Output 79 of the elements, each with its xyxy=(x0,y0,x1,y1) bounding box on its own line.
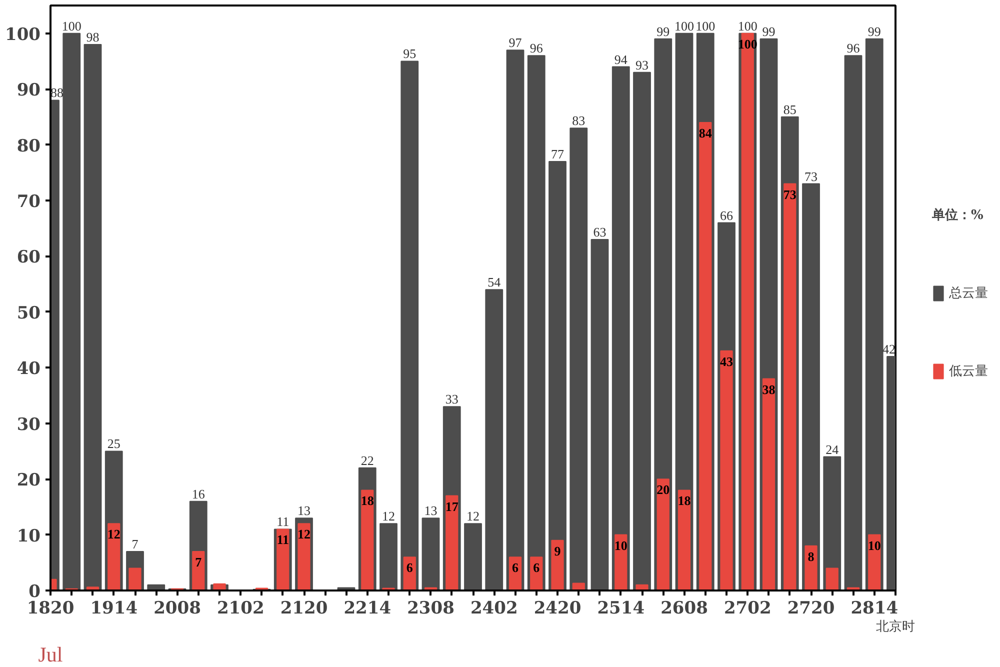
y-tick-label: 100 xyxy=(5,24,41,45)
data-label: 97 xyxy=(508,35,522,50)
data-label: 38 xyxy=(762,382,776,397)
x-tick-label: 2102 xyxy=(216,598,264,618)
y-tick-label: 10 xyxy=(16,526,41,546)
y-tick-label: 30 xyxy=(16,414,41,435)
data-label: 73 xyxy=(783,186,797,202)
data-label: 100 xyxy=(696,18,716,34)
y-tick-label: 80 xyxy=(16,136,41,156)
data-label: 83 xyxy=(572,113,586,128)
data-label: 24 xyxy=(826,442,840,457)
data-label: 6 xyxy=(512,560,519,576)
data-label: 12 xyxy=(382,508,395,524)
data-label: 84 xyxy=(698,126,712,140)
data-label: 10 xyxy=(868,538,881,553)
text: Jul xyxy=(38,642,63,666)
y-tick-label: 60 xyxy=(16,248,41,268)
data-label: 73 xyxy=(804,168,818,184)
data-label: 7 xyxy=(132,536,139,552)
data-label: 100 xyxy=(738,18,758,34)
data-label: 85 xyxy=(783,102,796,117)
data-label: 96 xyxy=(846,40,860,56)
data-label: 94 xyxy=(614,52,628,67)
x-tick-label: 2514 xyxy=(597,598,645,618)
data-label: 99 xyxy=(868,24,881,39)
data-label: 12 xyxy=(298,526,310,542)
x-tick-label: 1914 xyxy=(90,598,138,618)
legend-label: 低云量 xyxy=(949,363,988,380)
x-tick-label: 2402 xyxy=(470,598,518,618)
data-label: 12 xyxy=(107,526,120,542)
data-label: 6 xyxy=(533,560,540,576)
data-label: 63 xyxy=(593,224,606,240)
data-label: 93 xyxy=(636,57,648,72)
x-tick-label: 2814 xyxy=(850,598,898,618)
y-tick-label: 50 xyxy=(16,303,41,324)
x-tick-label: 2702 xyxy=(724,598,772,618)
data-label: 100 xyxy=(674,18,694,34)
data-label: 96 xyxy=(530,40,544,56)
data-label: 100 xyxy=(62,18,82,34)
data-label: 99 xyxy=(762,24,776,39)
data-label: 66 xyxy=(720,208,734,223)
data-label: 8 xyxy=(808,548,815,564)
legend-title: 单位：% xyxy=(932,207,984,224)
x-tick-label: 2720 xyxy=(787,598,835,618)
x-tick-label: 2214 xyxy=(344,598,392,618)
x-axis-title: 北京时 xyxy=(876,618,915,634)
legend-label: 总云量 xyxy=(949,285,988,302)
data-label: 25 xyxy=(107,436,120,452)
data-label: 16 xyxy=(192,486,206,502)
data-label: 22 xyxy=(360,452,374,468)
x-tick-label: 2008 xyxy=(154,598,201,618)
data-label: 7 xyxy=(195,554,202,570)
y-tick-label: 40 xyxy=(16,359,41,380)
data-label: 77 xyxy=(551,146,564,162)
x-tick-label: 2608 xyxy=(660,598,708,618)
y-tick-label: 20 xyxy=(16,470,41,491)
data-label: 18 xyxy=(678,493,692,508)
data-label: 11 xyxy=(276,532,290,548)
data-label: 13 xyxy=(298,503,310,518)
data-label: 6 xyxy=(406,560,414,576)
data-label: 95 xyxy=(403,46,416,62)
y-tick-label: 90 xyxy=(16,80,41,101)
data-label: 13 xyxy=(424,503,438,518)
data-label: 11 xyxy=(276,514,290,530)
data-label: 10 xyxy=(614,538,628,553)
x-tick-label: 2120 xyxy=(280,598,328,618)
x-tick-label: 2308 xyxy=(407,598,454,618)
data-label: 20 xyxy=(656,482,670,498)
data-label: 18 xyxy=(360,493,374,508)
data-label: 43 xyxy=(720,354,734,369)
data-label: 33 xyxy=(445,392,458,407)
data-label: 17 xyxy=(445,498,459,514)
data-label: 54 xyxy=(488,274,502,290)
y-tick-label: 70 xyxy=(16,192,41,212)
data-label: 99 xyxy=(656,24,670,39)
data-label: 98 xyxy=(86,30,100,44)
x-tick-label: 2420 xyxy=(534,598,582,618)
data-label: 9 xyxy=(554,543,562,558)
data-label: 12 xyxy=(466,508,480,524)
